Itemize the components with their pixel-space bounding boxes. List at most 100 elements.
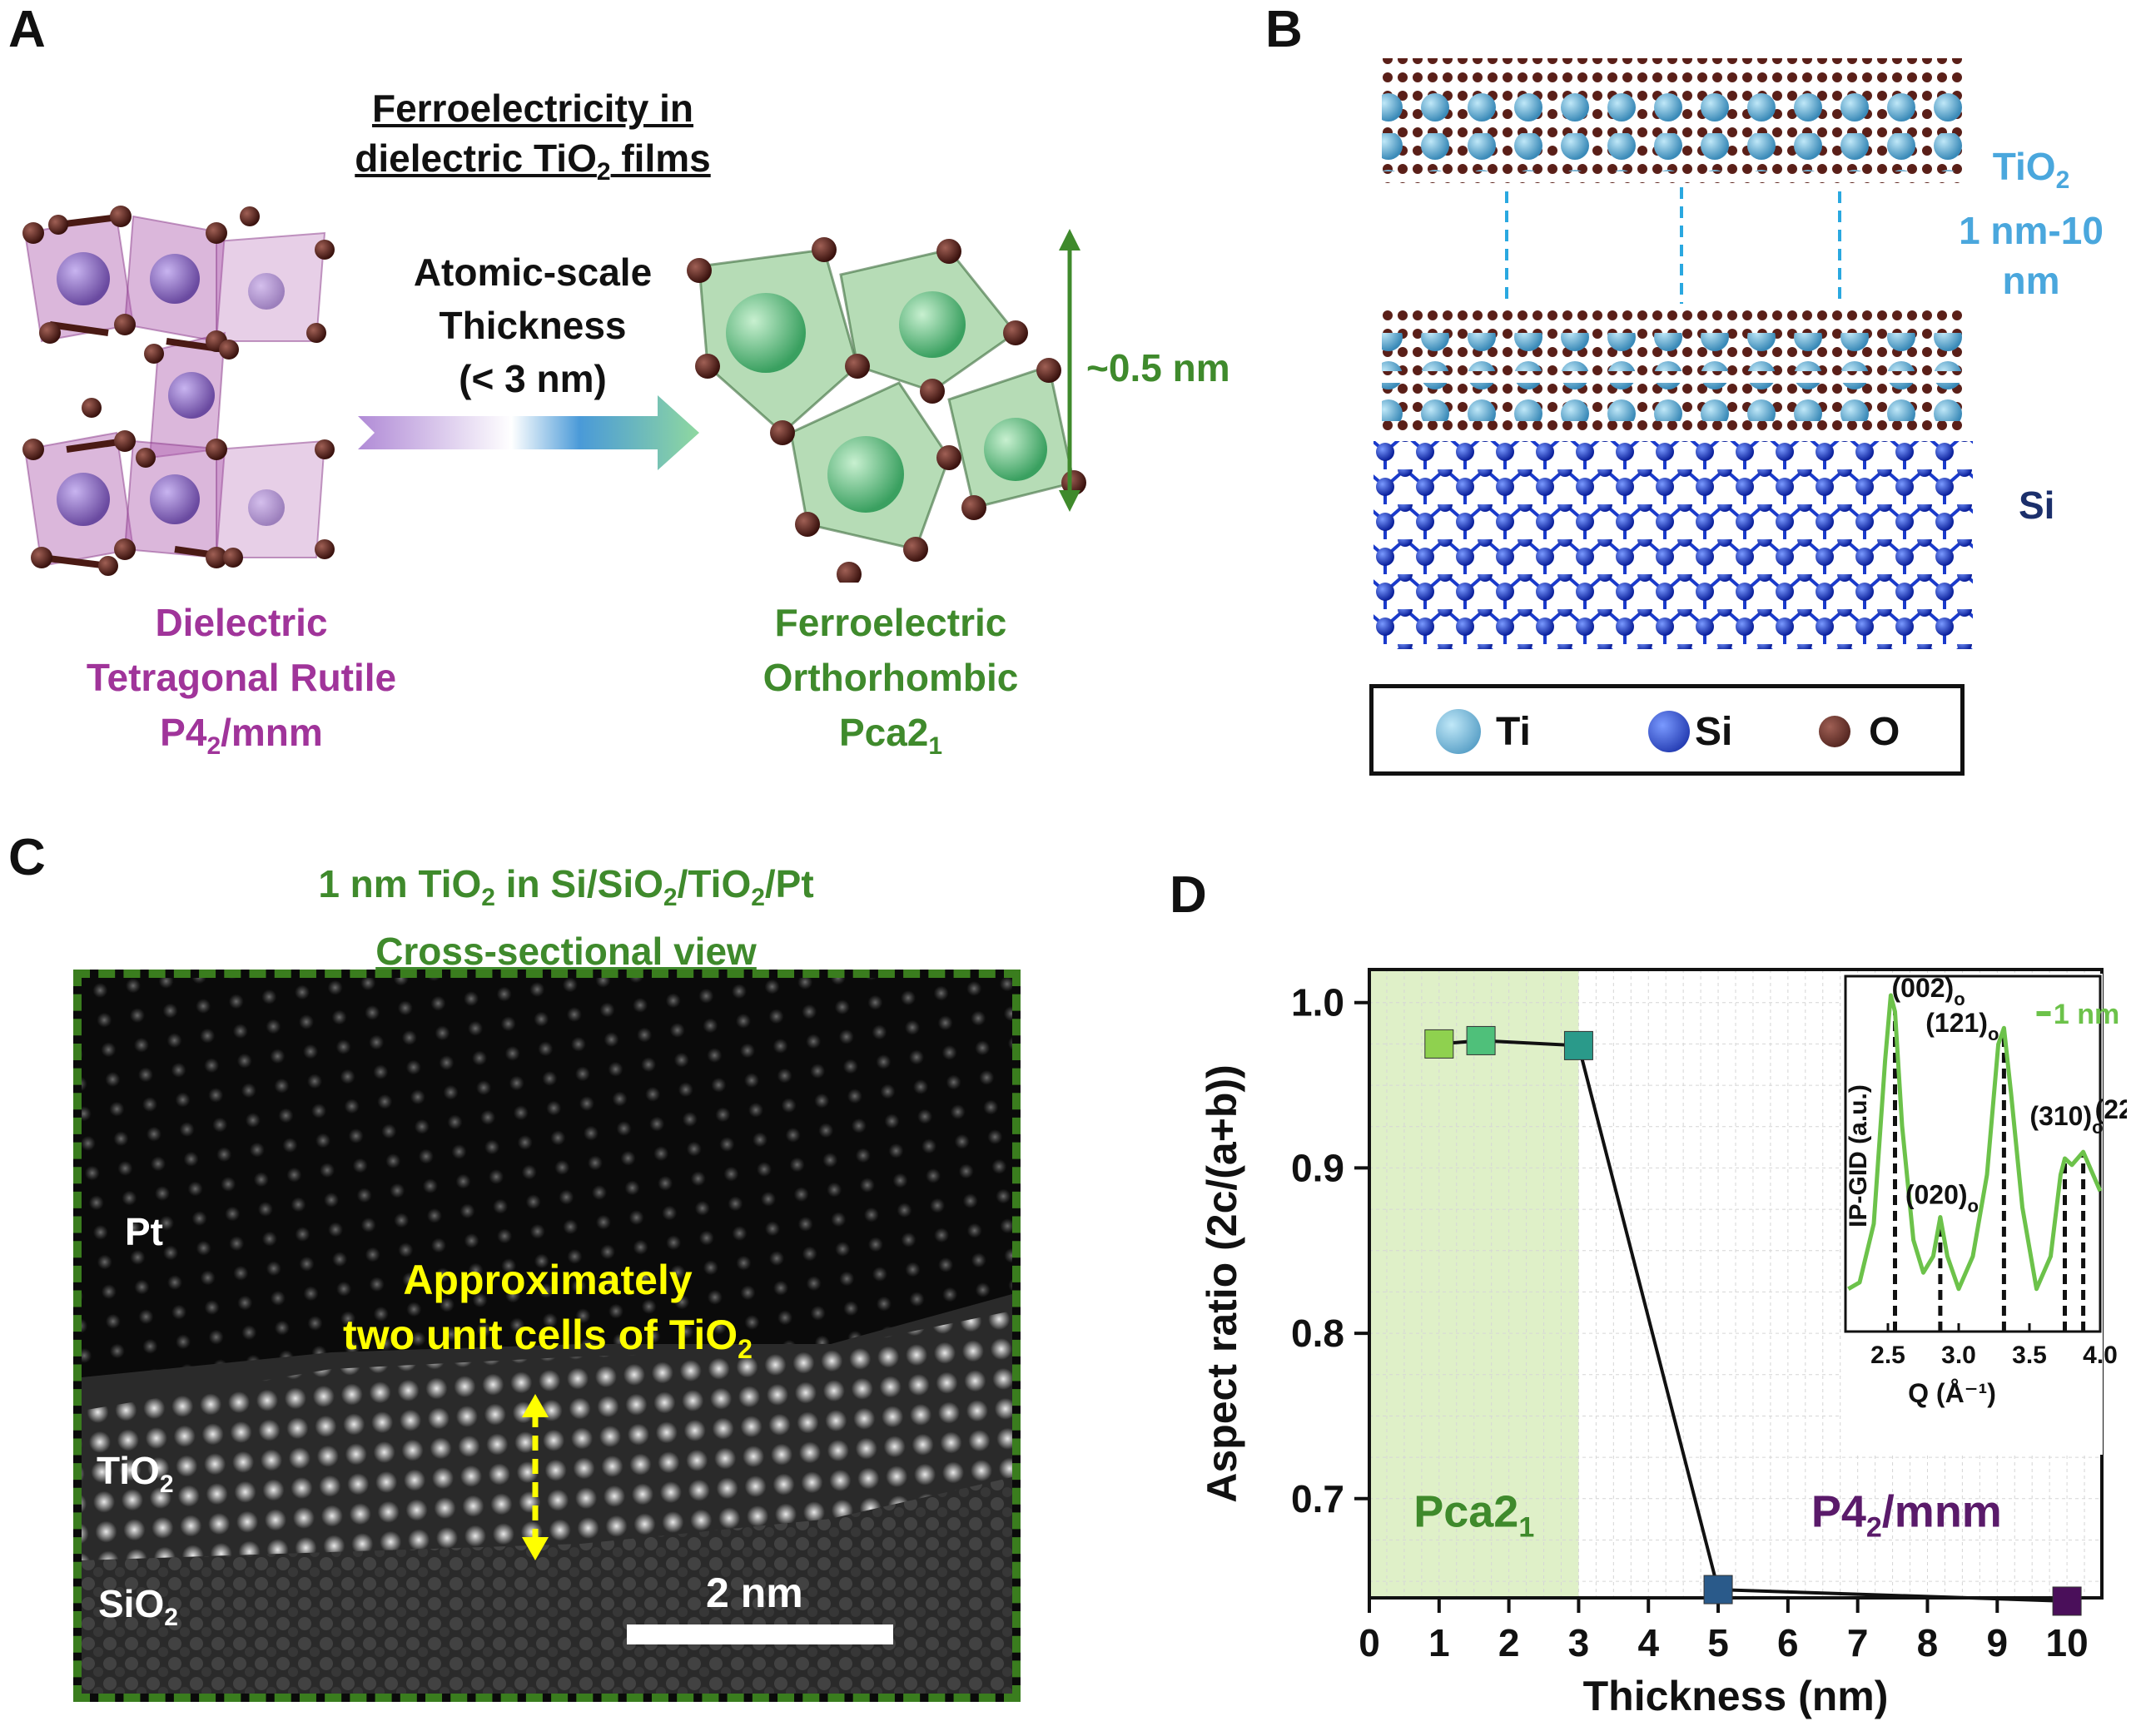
arrow-label: Atomic-scale Thickness (< 3 nm) <box>375 246 691 405</box>
dielectric-line3-text: P4 <box>160 711 207 754</box>
inset-peak-label-sub: o <box>2092 1117 2103 1138</box>
inset-peak-label-sub: o <box>1954 989 1965 1009</box>
sio2-layer-text: SiO <box>98 1582 165 1625</box>
c-title-s3: 2 <box>751 884 765 912</box>
x-tick-label: 1 <box>1428 1621 1450 1664</box>
ferroelectric-line2: Orthorhombic <box>762 656 1019 699</box>
c-title-t2: in Si/SiO <box>494 862 663 905</box>
c-title-t3: /TiO <box>677 862 752 905</box>
inset-x-tick-label: 4.0 <box>2083 1342 2118 1369</box>
legend-label-o: O <box>1869 709 1900 754</box>
title-sub: 2 <box>596 158 611 186</box>
inset-legend-label: 1 nm <box>2054 999 2119 1030</box>
arrow-label-line1: Atomic-scale <box>413 250 653 294</box>
panel-c-title: 1 nm TiO2 in Si/SiO2/TiO2/Pt Cross-secti… <box>100 857 1032 978</box>
y-tick-label: 1.0 <box>1291 981 1344 1024</box>
legend-item-o: O <box>1819 707 1900 756</box>
inset-x-tick-label: 3.5 <box>2012 1342 2047 1369</box>
x-tick-label: 7 <box>1847 1621 1869 1664</box>
x-tick-label: 2 <box>1498 1621 1520 1664</box>
c-title-t1: 1 nm TiO <box>318 862 482 905</box>
unit-cell-arrow <box>522 1394 549 1560</box>
tio2-layer-sub: 2 <box>159 1471 174 1499</box>
x-tick-label: 3 <box>1568 1621 1590 1664</box>
sio2-layer-sub: 2 <box>164 1604 178 1632</box>
data-point-marker <box>1424 1029 1454 1059</box>
tio2-layer-label: TiO2 <box>97 1448 174 1499</box>
title-text: dielectric TiO <box>355 136 597 180</box>
ti-atom-icon <box>1436 709 1481 754</box>
panel-c-title-line1: 1 nm TiO2 in Si/SiO2/TiO2/Pt <box>100 857 1032 925</box>
tio2-range-line1: 1 nm-10 <box>1959 209 2104 253</box>
inset-peak-label-sub: o <box>1968 1196 1979 1217</box>
data-point-marker <box>2052 1586 2082 1616</box>
scalebar <box>627 1624 893 1644</box>
ferroelectric-line3-text: Pca2 <box>838 711 929 754</box>
tio2-label-sub: 2 <box>2055 166 2070 195</box>
legend-item-si: Si <box>1648 707 1732 756</box>
annotation-line2-sub: 2 <box>738 1334 753 1364</box>
y-tick-label: 0.7 <box>1291 1477 1344 1520</box>
tio2-range-line2: nm <box>2002 259 2060 303</box>
dielectric-line3-post: /mnm <box>221 711 323 754</box>
x-axis-label: Thickness (nm) <box>1583 1673 1889 1719</box>
inset-frame <box>1844 975 2102 1333</box>
o-atom-icon <box>1819 716 1850 747</box>
x-tick-label: 6 <box>1777 1621 1799 1664</box>
hrtem-lattice-texture <box>82 978 1012 1694</box>
legend-label-ti: Ti <box>1496 709 1531 754</box>
data-point-marker <box>1563 1030 1593 1060</box>
arrow-label-line2: Thickness <box>439 304 627 347</box>
annotation-line1: Approximately <box>403 1257 693 1303</box>
dielectric-label: Dielectric Tetragonal Rutile P42/mnm <box>67 595 416 774</box>
si-atom-icon <box>1648 711 1690 752</box>
y-tick-label: 0.9 <box>1291 1146 1344 1189</box>
c-title-s2: 2 <box>663 884 678 912</box>
inset-x-tick-label: 3.0 <box>1941 1342 1976 1369</box>
tio2-si-atomic-model <box>1373 58 1973 649</box>
dimension-label: ~0.5 nm <box>1086 346 1230 389</box>
x-tick-label: 5 <box>1707 1621 1729 1664</box>
unit-cell-annotation: Approximately two unit cells of TiO2 <box>315 1252 781 1376</box>
dimension-arrow <box>1059 229 1080 512</box>
tio2-layer-text: TiO <box>97 1449 160 1492</box>
legend-item-ti: Ti <box>1436 707 1531 756</box>
dielectric-line2: Tetragonal Rutile <box>86 656 397 699</box>
x-tick-label: 9 <box>1986 1621 2008 1664</box>
data-point-marker <box>1466 1025 1496 1055</box>
panel-d-letter: D <box>1170 866 1207 924</box>
inset-y-axis-label: IP-GID (a.u.) <box>1845 1084 1872 1228</box>
atom-legend: Ti Si O <box>1369 684 1965 776</box>
panel-a-title-line2: dielectric TiO2 films <box>275 133 791 197</box>
inset-x-axis-label: Q (Å⁻¹) <box>1908 1378 1996 1408</box>
thickness-arrow <box>358 395 699 470</box>
legend-label-si: Si <box>1695 709 1733 754</box>
inset-x-tick-label: 2.5 <box>1870 1342 1905 1369</box>
x-tick-label: 4 <box>1637 1621 1659 1664</box>
x-tick-label: 8 <box>1917 1621 1939 1664</box>
scalebar-label: 2 nm <box>706 1570 803 1616</box>
dielectric-line1: Dielectric <box>155 601 328 644</box>
si-label: Si <box>2019 484 2055 527</box>
title-text-post: films <box>610 136 711 180</box>
ferroelectric-label: Ferroelectric Orthorhombic Pca21 <box>716 595 1066 774</box>
panel-c-subtitle: Cross-sectional view <box>375 930 757 974</box>
sio2-layer-label: SiO2 <box>98 1581 178 1632</box>
pt-label: Pt <box>125 1210 163 1253</box>
inset-peak-label-sub: o <box>1988 1024 1999 1044</box>
c-title-s1: 2 <box>481 884 495 912</box>
p42mnm-region-sub: 2 <box>1866 1512 1882 1544</box>
ferroelectric-line3: Pca21 <box>716 705 1066 774</box>
panel-a-letter: A <box>8 1 46 58</box>
data-point-marker <box>1703 1575 1733 1605</box>
p42mnm-region-label: P42/mnm <box>1811 1487 2002 1544</box>
dielectric-line3: P42/mnm <box>67 705 416 774</box>
dielectric-line3-sub: 2 <box>206 732 221 761</box>
panel-b-letter: B <box>1265 1 1303 58</box>
pca21-region-label: Pca21 <box>1413 1487 1534 1544</box>
y-axis-label: Aspect ratio (2c/(a+b)) <box>1199 1064 1245 1503</box>
tio2-label: TiO2 <box>1940 141 2123 206</box>
tio2-label-text: TiO <box>1992 145 2056 188</box>
x-tick-label: 10 <box>2046 1621 2089 1664</box>
tio2-thickness-label: TiO2 1 nm-10 nm <box>1940 141 2123 305</box>
